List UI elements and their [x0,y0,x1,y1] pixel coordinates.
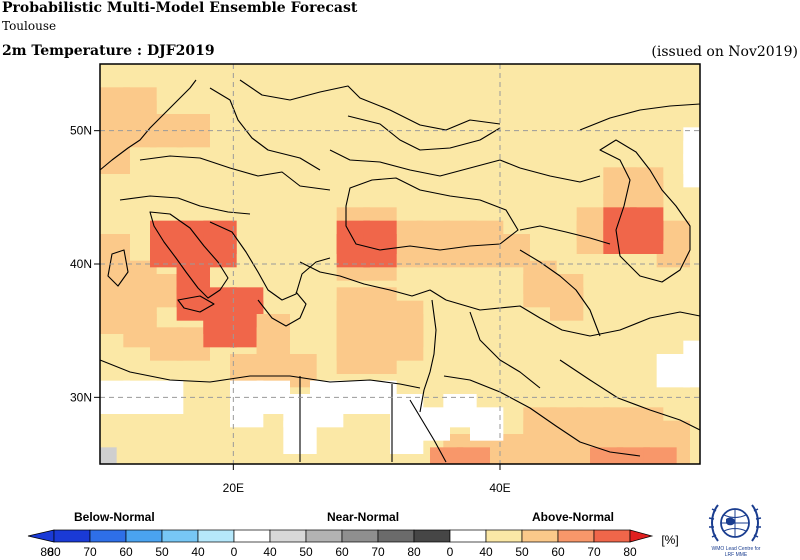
border-east-europe [329,149,521,177]
issued-date: (issued on Nov2019) [651,44,798,60]
legend-label-near: 80 [407,545,421,559]
coastline-red-sea [409,399,447,463]
below-normal-label: Below-Normal [74,510,155,524]
legend-swatch-below [125,529,163,543]
coastline-west-europe [99,79,197,171]
legend-label-near: 60 [335,545,349,559]
legend-swatch-near [413,529,451,543]
legend-swatch-above [449,529,487,543]
legend-near-normal: 0 40 50 60 70 80 [231,529,451,559]
probability-cell [683,127,700,161]
lat-tick-label: 30N [70,390,92,404]
legend-swatch-near [341,529,379,543]
border-iran [519,249,601,337]
border-iraq-syria [469,311,541,389]
legend-label-below: 80 [47,545,61,559]
above-normal-label: Above-Normal [532,510,615,524]
legend-above-arrow [629,529,654,543]
wmo-logo-icon [708,504,762,542]
legend-label-above: 80 [623,545,637,559]
probability-cell [616,447,650,464]
legend-label-near: 50 [299,545,313,559]
probability-cell [590,447,624,464]
legend-label-below-end: 80 [40,545,54,559]
coastline-africa [99,359,421,389]
legend-label-above: 40 [479,545,493,559]
legend-swatch-near [233,529,271,543]
axis-ticks: 20E 40E 30N 40N 50N [70,124,511,495]
legend-label-below: 40 [191,545,205,559]
border-germany-poland [209,87,321,171]
lat-tick-label: 50N [70,124,92,138]
coastline-turkey [299,261,447,301]
coastline-sardinia [107,249,129,287]
graticule [100,64,700,464]
legend-swatch-near [377,529,415,543]
wmo-logo-text: WMO Lead Centre for LRF MME [711,546,761,558]
legend-label-above: 50 [515,545,529,559]
lon-tick-label: 20E [223,481,244,495]
probability-cell [523,434,557,464]
legend-swatch-above [521,529,559,543]
legend-unit: [%] [661,533,678,547]
legend-label-below: 50 [155,545,169,559]
legend-label-above: 0 [447,545,454,559]
border-russia-east [519,167,601,183]
forecast-map: 20E 40E 30N 40N 50N [70,63,701,495]
legend-above-normal: 0 40 50 60 70 80 [%] [447,529,679,559]
forecast-centre: Toulouse [2,19,57,33]
legend-label-near: 40 [263,545,277,559]
coastline-caspian [599,139,691,283]
border-central-europe [139,155,331,191]
lat-tick-label: 40N [70,257,92,271]
legend-swatch-below [161,529,199,543]
probability-cell [683,340,700,374]
probability-cell [683,154,700,188]
coastline-persian-gulf [559,359,701,431]
probability-cell [363,234,397,268]
probability-cell [643,447,677,464]
border-kazakhstan [579,103,701,131]
legend-swatch-above [593,529,631,543]
legend-label-near: 0 [231,545,238,559]
variable-title: 2m Temperature : DJF2019 [2,43,215,59]
coastline-balkans [209,221,331,301]
border-alps [119,195,251,215]
legend-swatch-below [89,529,127,543]
legend-label-above: 60 [551,545,565,559]
legend-swatch-below [53,529,91,543]
coastline-arabia [443,375,641,457]
probability-cell [630,220,664,254]
legend-swatch-above [557,529,595,543]
probability-cell [430,447,464,464]
legend-below-arrow [27,529,55,543]
probability-cell [100,447,117,464]
legend-swatch-above [485,529,523,543]
legend-swatch-below [197,529,235,543]
legend-below-normal: 80 70 60 50 40 80 [27,529,235,559]
probability-cell [390,327,424,361]
probability-cell [470,407,504,441]
border-caucasus [519,225,611,245]
border-ukraine-russia [347,115,501,151]
legend-label-below: 70 [83,545,97,559]
coastline-sicily [177,295,215,313]
coastline-italy [149,211,229,299]
legend-swatch-near [269,529,307,543]
legend-swatch-near [305,529,343,543]
color-legend: 80 70 60 50 40 80 0 40 50 60 70 80 0 40 50 60 70 80 [%] [27,529,679,559]
legend-label-above: 70 [587,545,601,559]
forecast-title: Probabilistic Multi-Model Ensemble Forec… [2,0,358,16]
probability-cell [456,447,490,464]
coastline-baltic [239,79,501,131]
near-normal-label: Near-Normal [327,510,400,524]
lon-tick-label: 40E [489,481,510,495]
coastline-greece [257,291,307,327]
probability-cell [550,287,584,321]
legend-label-near: 70 [371,545,385,559]
legend-label-below: 60 [119,545,133,559]
coastline-levant [419,299,437,413]
